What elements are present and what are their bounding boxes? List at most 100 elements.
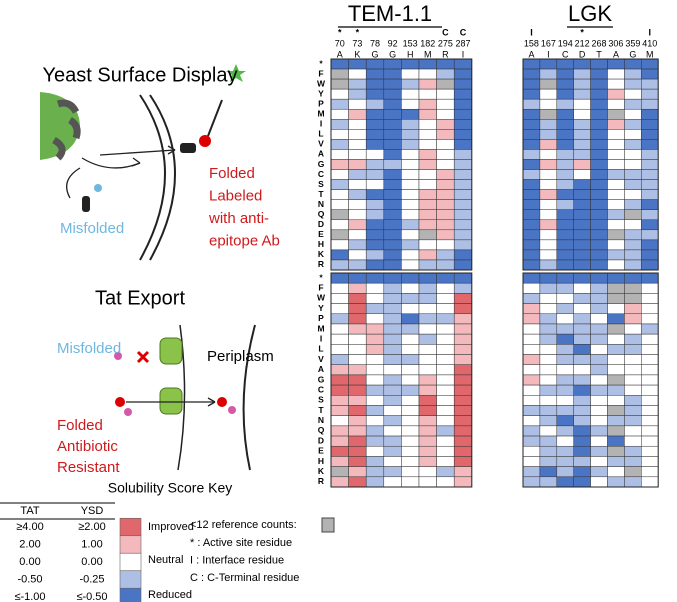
heatmap-cell [624,282,642,294]
heatmap-cell [624,199,642,210]
column-position: 73 [352,38,362,48]
heatmap-cell [418,445,437,457]
heatmap-cell [590,259,608,271]
heatmap-cell [607,108,625,120]
heatmap-cell [401,374,420,386]
heatmap-cell [436,88,455,100]
heatmap-cell [418,466,437,478]
heatmap-cell [348,456,367,467]
heatmap-cell [401,169,420,180]
heatmap-cell [330,68,349,80]
key-swatch [119,517,142,537]
heatmap-cell [418,199,437,210]
heatmap-cell [418,78,437,90]
heatmap-cell [573,179,591,190]
row-label: K [318,466,325,476]
heatmap-cell [418,456,437,467]
heatmap-cell [607,219,625,231]
heatmap-cell [522,189,541,200]
heatmap-cell [365,119,385,130]
heatmap-cell [522,354,541,365]
heatmap-cell [436,169,455,180]
heatmap-cell [590,364,608,376]
heatmap-cell [641,219,659,231]
heatmap-cell [556,313,574,325]
membrane [242,324,256,471]
membrane [149,94,176,261]
heatmap-cell [573,456,591,467]
heatmap-cell [590,219,608,231]
column-annotation: * [338,27,342,37]
heatmap-cell [330,159,349,170]
heatmap-cell [453,303,473,315]
heatmap-cell [539,323,558,335]
heatmap-cell [330,209,349,221]
heatmap-cell [436,466,455,478]
arrow [99,149,176,156]
heatmap-cell [330,199,349,210]
heatmap-cell [348,219,367,231]
heatmap-cell [453,272,473,284]
heatmap-cell [607,293,625,304]
heatmap-cell [436,239,455,251]
tat-channel [159,387,183,415]
heatmap-cell [573,364,591,376]
heatmap-cell [365,476,385,488]
key-label: Neutral [148,554,183,566]
heatmap-cell [573,272,591,284]
row-label: A [318,149,324,159]
row-label: D [318,219,324,229]
heatmap-cell [607,333,625,345]
heatmap-cell [556,88,574,100]
heatmap-cell [418,108,437,120]
heatmap-cell [556,354,574,365]
heatmap-cell [418,139,437,150]
heatmap-cell [607,323,625,335]
heatmap-cell [383,303,402,315]
heatmap-cell [401,179,420,190]
heatmap-cell [418,384,437,396]
heatmap-cell [401,88,420,100]
heatmap-cell [383,179,402,190]
key-tat: ≤-1.00 [14,591,45,602]
heatmap-cell [365,374,385,386]
heatmap-cell [383,98,402,110]
heatmap-cell [522,384,541,396]
heatmap-cell [624,374,642,386]
heatmap-cell [607,199,625,210]
column-residue: K [354,49,360,59]
heatmap-cell [522,159,541,170]
heatmap-cell [641,199,659,210]
heatmap-cell [573,229,591,241]
heatmap-cell [365,303,385,315]
heatmap-cell [556,445,574,457]
heatmap-cell [641,108,659,120]
heatmap-cell [590,229,608,241]
membrane [139,94,166,261]
heatmap-cell [401,476,420,488]
heatmap-cell [453,445,473,457]
row-label: A [318,364,324,374]
heatmap-cell [522,323,541,335]
heatmap-cell [556,374,574,386]
heatmap-cell [418,282,437,294]
row-label: C [318,169,324,179]
heatmap-cell [383,239,402,251]
heatmap-cell [573,259,591,271]
heatmap-cell [556,199,574,210]
column-position: 287 [455,38,470,48]
key-tat: -0.50 [17,573,42,585]
heatmap-cell [641,169,659,180]
heatmap-cell [383,344,402,355]
heatmap-cell [522,78,541,90]
heatmap-cell [348,98,367,110]
heatmap-cell [556,344,574,355]
heatmap-cell [573,313,591,325]
column-position: 194 [558,38,573,48]
heatmap-cell [330,333,349,345]
heatmap-cell [330,425,349,437]
row-label: L [318,129,323,139]
folded-label: Resistant [57,459,120,476]
heatmap-cell [401,445,420,457]
heatmap-cell [401,209,420,221]
